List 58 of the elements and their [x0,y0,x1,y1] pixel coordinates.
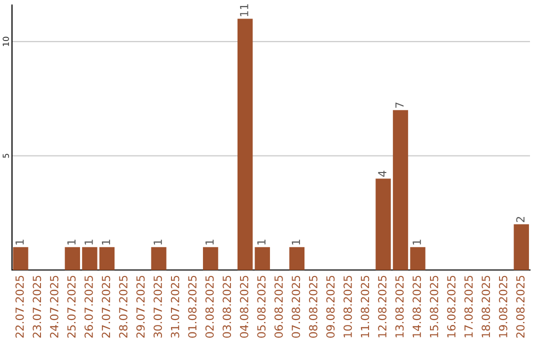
x-tick-label: 31.07.2025 [170,276,180,338]
bar [392,110,408,270]
bar [514,224,529,270]
x-tick-label: 27.07.2025 [102,276,110,338]
x-tick-label: 26.07.2025 [84,276,93,338]
x-tick-label: 20.08.2025 [516,276,525,338]
x-tick-label: 19.08.2025 [498,276,508,338]
x-tick-label: 22.07.2025 [15,276,24,338]
bar [151,247,166,270]
data-label: 7 [395,102,404,108]
x-tick-label: 07.08.2025 [292,276,300,338]
bar [254,247,270,270]
x-tick-label: 08.08.2025 [308,276,318,338]
x-tick-label: 04.08.2025 [240,276,248,338]
data-label: 11 [240,4,248,16]
bar [99,247,115,270]
data-label: 1 [257,240,266,245]
bar [289,247,304,270]
x-tick-label: 30.07.2025 [154,276,162,338]
x-tick-label: 05.08.2025 [257,276,266,338]
bar [202,247,218,270]
x-tick-label: 14.08.2025 [412,276,421,338]
data-label: 2 [516,216,524,222]
x-tick-label: 24.07.2025 [50,276,58,338]
x-tick-label: 15.08.2025 [430,276,438,338]
data-label: 1 [102,240,110,245]
x-tick-label: 28.07.2025 [119,276,128,338]
data-label: 4 [378,170,386,177]
x-tick-label: 29.07.2025 [136,276,145,338]
bar [376,178,391,270]
x-tick-label: 16.08.2025 [447,276,456,338]
x-tick-label: 25.07.2025 [67,276,76,338]
data-label: 1 [206,240,214,245]
bar [64,247,80,270]
bar [13,247,28,270]
bar [82,247,98,270]
x-tick-label: 02.08.2025 [205,276,214,338]
x-tick-label: 03.08.2025 [222,276,232,338]
data-label: 1 [84,240,93,245]
x-tick-label: 17.08.2025 [464,276,473,338]
bar [410,247,426,270]
data-label: 1 [67,240,76,245]
x-tick-label: 18.08.2025 [482,276,490,338]
x-tick-label: 09.08.2025 [326,276,335,338]
x-tick-label: 10.08.2025 [344,276,352,338]
data-label: 1 [154,240,162,245]
x-tick-label: 01.08.2025 [188,276,197,338]
data-label: 1 [16,240,24,245]
data-label: 1 [292,240,300,245]
x-tick-label: 12.08.2025 [378,276,386,338]
y-tick-label: 5 [2,154,9,158]
x-tick-label: 06.08.2025 [274,276,283,338]
x-tick-label: 23.07.2025 [32,276,42,338]
y-tick-label: 10 [2,36,9,46]
bar [238,18,253,270]
data-label: 1 [412,240,421,245]
x-tick-label: 13.08.2025 [395,276,404,338]
x-tick-label: 11.08.2025 [360,276,370,338]
